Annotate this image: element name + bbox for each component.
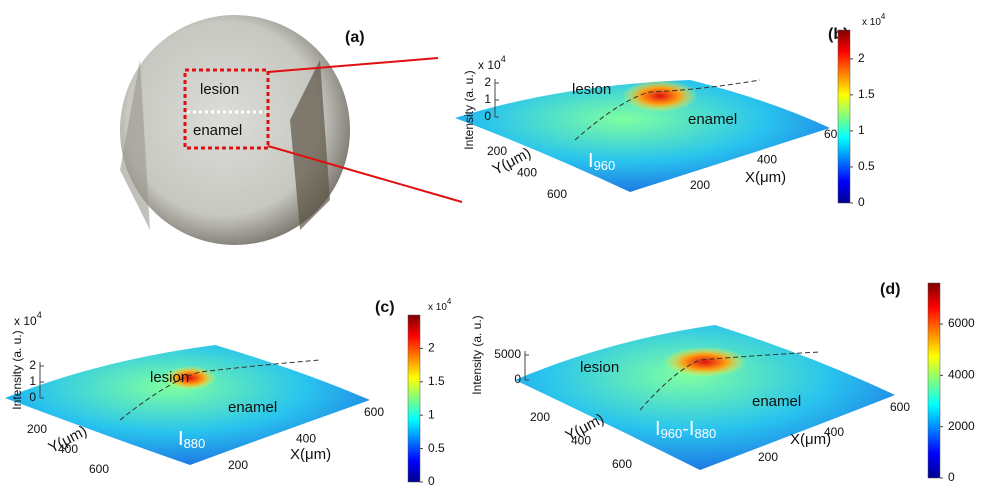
x-tick-label: 600 xyxy=(364,405,384,419)
photo-panel: lesion enamel (a) xyxy=(120,15,462,245)
annotation: enamel xyxy=(193,122,242,139)
y-tick-label: 600 xyxy=(89,462,109,476)
z-tick-label: 1 xyxy=(484,92,491,106)
exponent-power: 4 xyxy=(447,297,452,306)
exponent-power: 4 xyxy=(501,54,506,64)
image-label-part: -I xyxy=(682,418,694,440)
annotation: lesion xyxy=(150,369,189,386)
annotation: lesion xyxy=(572,81,611,98)
colorbar xyxy=(928,283,940,478)
image-label-part: 880 xyxy=(694,426,716,441)
colorbar-tick-label: 0 xyxy=(948,470,955,484)
z-exponent: x 104 xyxy=(478,54,506,72)
surface xyxy=(515,325,895,470)
colorbar-exponent: x 104 xyxy=(428,297,452,313)
y-tick-label: 600 xyxy=(612,457,632,471)
colorbar xyxy=(838,30,850,203)
z-tick-label: 5000 xyxy=(494,347,521,361)
figure: lesion enamel (a) (b)012Intensity (a. u.… xyxy=(0,0,981,497)
image-label-part: 960 xyxy=(594,158,616,173)
y-tick-label: 600 xyxy=(547,187,567,201)
x-axis-label: X(μm) xyxy=(790,431,831,448)
z-tick-label: 1 xyxy=(29,374,36,388)
colorbar-tick-label: 2 xyxy=(428,341,435,355)
x-tick-label: 200 xyxy=(758,450,778,464)
colorbar-tick-label: 2 xyxy=(858,51,865,65)
exponent-base: x 10 xyxy=(478,58,501,72)
x-axis-label: X(μm) xyxy=(290,446,331,463)
z-axis-label: Intensity (a. u.) xyxy=(10,330,24,409)
annotation: lesion xyxy=(580,359,619,376)
z-tick-label: 2 xyxy=(484,75,491,89)
z-tick-label: 0 xyxy=(514,372,521,386)
image-label-part: 880 xyxy=(184,436,206,451)
panel-label: (d) xyxy=(880,281,900,298)
colorbar-tick-label: 1.5 xyxy=(858,87,875,101)
colorbar-tick-label: 0.5 xyxy=(858,159,875,173)
colorbar-exponent: x 104 xyxy=(862,12,886,28)
annotation: enamel xyxy=(228,399,277,416)
annotation: enamel xyxy=(752,393,801,410)
z-tick-label: 0 xyxy=(484,109,491,123)
colorbar-tick-label: 0.5 xyxy=(428,441,445,455)
x-tick-label: 200 xyxy=(690,178,710,192)
panel-label: (c) xyxy=(375,299,395,316)
annotation: lesion xyxy=(200,81,239,98)
colorbar-tick-label: 0 xyxy=(858,195,865,209)
colorbar-tick-label: 1 xyxy=(858,123,865,137)
y-tick-label: 200 xyxy=(530,410,550,424)
colorbar-tick-label: 1 xyxy=(428,407,435,421)
image-label-part: 960 xyxy=(661,426,683,441)
x-tick-label: 400 xyxy=(757,153,777,167)
z-axis-label: Intensity (a. u.) xyxy=(462,70,476,149)
exponent-base: x 10 xyxy=(862,17,881,28)
colorbar-tick-label: 6000 xyxy=(948,316,975,330)
exponent-base: x 10 xyxy=(14,314,37,328)
colorbar-tick-label: 1.5 xyxy=(428,374,445,388)
colorbar-tick-label: 2000 xyxy=(948,419,975,433)
z-axis-label: Intensity (a. u.) xyxy=(470,315,484,394)
z-exponent: x 104 xyxy=(14,310,42,328)
y-tick-label: 200 xyxy=(27,422,47,436)
y-tick-label: 400 xyxy=(517,166,537,180)
annotation: enamel xyxy=(688,111,737,128)
x-axis-label: X(μm) xyxy=(745,169,786,186)
x-tick-label: 200 xyxy=(228,458,248,472)
x-tick-label: 600 xyxy=(890,400,910,414)
exponent-power: 4 xyxy=(37,310,42,320)
colorbar xyxy=(408,315,420,482)
colorbar-tick-label: 4000 xyxy=(948,368,975,382)
panel-label: (a) xyxy=(345,29,365,46)
exponent-power: 4 xyxy=(881,12,886,21)
exponent-base: x 10 xyxy=(428,302,447,313)
z-tick-label: 2 xyxy=(29,358,36,372)
colorbar-tick-label: 0 xyxy=(428,474,435,488)
x-tick-label: 400 xyxy=(296,432,316,446)
z-tick-label: 0 xyxy=(29,390,36,404)
